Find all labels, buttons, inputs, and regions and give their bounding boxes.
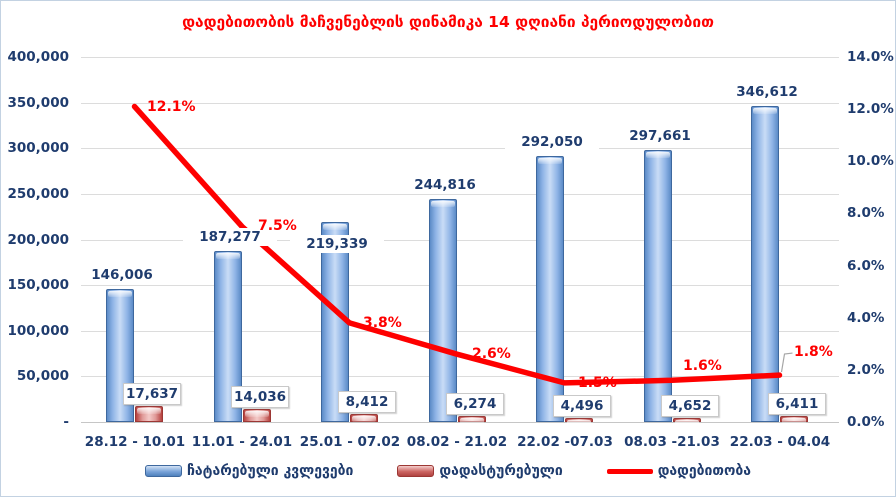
right-axis-tick: 8.0%: [847, 205, 885, 221]
x-axis-label: 08.03 -21.03: [624, 434, 720, 450]
right-axis-tick: 6.0%: [847, 258, 885, 274]
right-axis-tick: 14.0%: [847, 49, 894, 65]
x-axis-label: 08.02 - 21.02: [406, 434, 508, 450]
line-point-label: 7.5%: [258, 218, 297, 234]
gridline: [81, 103, 839, 104]
line-point-label: 3.8%: [363, 315, 402, 331]
bar-tests: [643, 150, 672, 422]
bar-value-label-confirmed: 14,036: [231, 386, 289, 408]
bar-top-highlight: [430, 201, 455, 207]
legend-label-tests: ჩატარებული კვლევები: [186, 463, 354, 479]
bar-top-highlight: [459, 418, 484, 424]
line-point-label: 12.1%: [147, 99, 196, 115]
chart-title: დადებითობის მაჩვენებლის დინამიკა 14 დღია…: [182, 13, 714, 31]
line-point-label: 1.5%: [578, 375, 617, 391]
gridline: [81, 376, 839, 377]
bar-top-highlight: [244, 411, 269, 417]
bar-value-label-tests: 187,277: [183, 228, 277, 246]
bar-value-label-tests: 146,006: [75, 266, 169, 284]
bar-value-label-confirmed: 4,652: [661, 395, 719, 417]
bar-top-highlight: [753, 108, 777, 114]
bar-confirmed: [672, 418, 701, 426]
gridline: [81, 148, 839, 149]
bar-top-highlight: [352, 416, 376, 422]
bar-value-label-tests: 346,612: [720, 83, 814, 101]
bar-top-highlight: [215, 253, 240, 259]
blue-bar-swatch-icon: [144, 465, 182, 477]
bar-tests: [751, 106, 779, 422]
line-point-label: 1.6%: [683, 358, 722, 374]
legend-item-tests: ჩატარებული კვლევები: [144, 463, 354, 479]
bar-top-highlight: [538, 158, 562, 164]
bar-top-highlight: [782, 418, 806, 424]
bar-value-label-confirmed: 8,412: [338, 391, 396, 413]
bar-value-label-tests: 244,816: [398, 176, 492, 194]
bar-top-highlight: [137, 408, 161, 414]
gridline: [81, 285, 839, 286]
bar-confirmed: [350, 414, 378, 422]
bar-confirmed: [565, 418, 593, 426]
gridline: [81, 331, 839, 332]
legend-item-confirmed: დადასტურებული: [397, 463, 563, 479]
bar-tests: [536, 156, 564, 422]
legend: ჩატარებული კვლევები დადასტურებული დადები…: [1, 463, 895, 479]
left-axis-tick: 400,000: [7, 49, 70, 65]
bar-top-highlight: [674, 420, 699, 426]
left-axis-tick: 350,000: [7, 95, 70, 111]
x-axis-label: 28.12 - 10.01: [84, 434, 186, 450]
left-axis-tick: 50,000: [16, 368, 69, 384]
bar-top-highlight: [108, 291, 132, 297]
x-axis-label: 22.02 -07.03: [517, 434, 613, 450]
left-axis-tick: 150,000: [7, 277, 70, 293]
gridline: [81, 57, 839, 58]
x-axis-label: 22.03 - 04.04: [729, 434, 831, 450]
right-axis-tick: 10.0%: [847, 153, 894, 169]
left-axis-tick: 250,000: [7, 186, 70, 202]
bar-confirmed: [135, 406, 163, 422]
x-axis-label: 25.01 - 07.02: [299, 434, 401, 450]
legend-item-positivity: დადებითობა: [606, 463, 752, 479]
left-axis-tick: 200,000: [7, 232, 70, 248]
label-leader-line: [780, 352, 793, 373]
line-point-label: 2.6%: [472, 346, 511, 362]
bar-confirmed: [780, 416, 808, 424]
red-bar-swatch-icon: [397, 465, 435, 477]
line-point-label: 1.8%: [794, 344, 833, 360]
right-axis-tick: 2.0%: [847, 362, 885, 378]
right-axis-tick: 4.0%: [847, 310, 885, 326]
left-axis-tick: -: [63, 414, 69, 430]
x-axis-label: 11.01 - 24.01: [191, 434, 293, 450]
bar-top-highlight: [323, 224, 347, 230]
legend-label-confirmed: დადასტურებული: [439, 463, 563, 479]
bar-top-highlight: [567, 420, 591, 426]
bar-value-label-tests: 219,339: [290, 235, 384, 253]
bar-top-highlight: [645, 152, 670, 158]
right-axis-tick: 12.0%: [847, 101, 894, 117]
bar-value-label-confirmed: 6,274: [446, 393, 504, 415]
bar-tests: [428, 199, 457, 422]
bar-confirmed: [457, 416, 486, 424]
right-axis-tick: 0.0%: [847, 414, 885, 430]
bar-value-label-confirmed: 4,496: [553, 395, 611, 417]
bar-value-label-tests: 292,050: [505, 133, 599, 151]
bar-value-label-confirmed: 6,411: [768, 393, 826, 415]
left-axis-tick: 100,000: [7, 323, 70, 339]
red-line-swatch-icon: [606, 468, 653, 474]
gridline: [81, 194, 839, 195]
bar-value-label-tests: 297,661: [613, 127, 707, 145]
left-axis-tick: 300,000: [7, 140, 70, 156]
bar-value-label-confirmed: 17,637: [123, 383, 181, 405]
legend-label-positivity: დადებითობა: [657, 463, 752, 479]
bar-confirmed: [242, 409, 271, 422]
